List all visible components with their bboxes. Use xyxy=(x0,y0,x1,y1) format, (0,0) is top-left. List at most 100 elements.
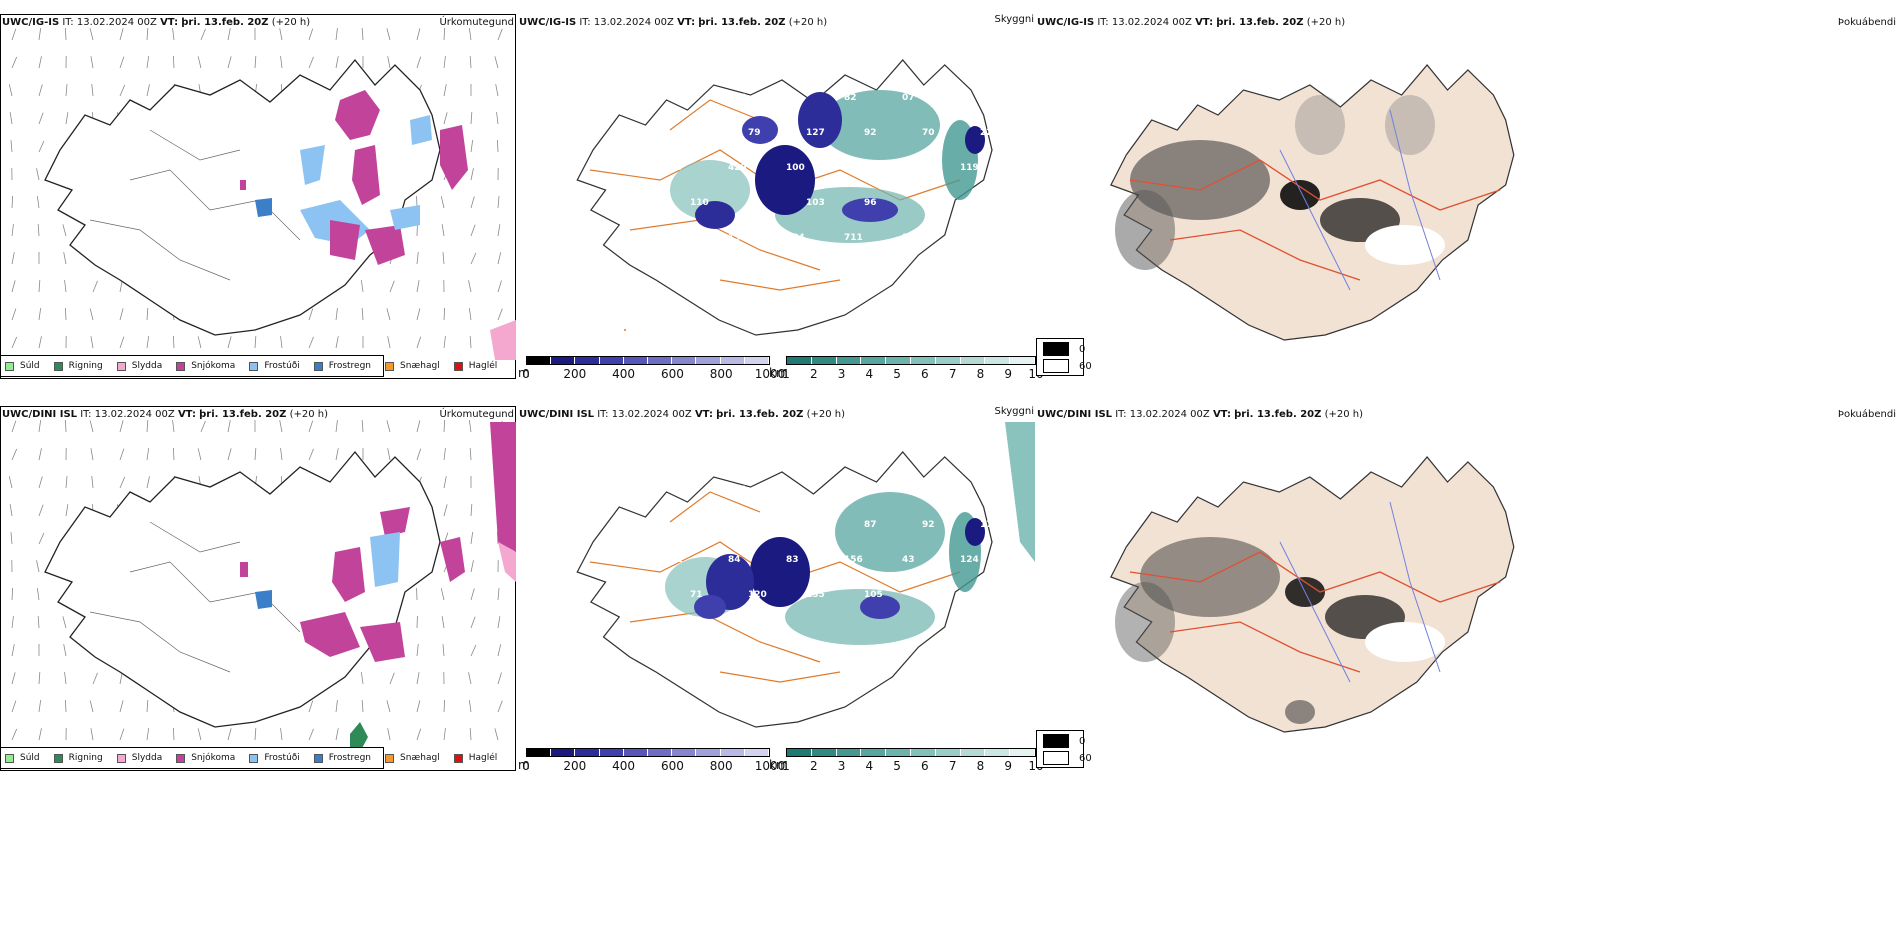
it-label: IT: xyxy=(80,409,92,420)
cloudbase-label: 83 xyxy=(786,555,799,565)
cloudbase-label: 87 xyxy=(864,520,877,530)
wind-barb xyxy=(279,420,283,433)
wind-barb xyxy=(443,307,446,321)
cloudbase-label: 40 xyxy=(980,198,993,208)
colorbar-swatch xyxy=(575,749,600,756)
wind-barb xyxy=(197,448,202,461)
wind-barb xyxy=(11,56,18,69)
wind-barb xyxy=(11,644,15,657)
legend-item: Frostregn xyxy=(313,361,371,371)
visibility-unit: km xyxy=(769,366,788,380)
wind-barb xyxy=(470,252,477,265)
wind-barb xyxy=(469,336,472,349)
legend-item: Frostúði xyxy=(249,753,300,763)
wind-barb xyxy=(90,448,94,461)
legend-item: Rigning xyxy=(53,361,103,371)
colorbar-tick: 1000 xyxy=(754,759,786,773)
wind-barb xyxy=(497,196,500,209)
wind-barb xyxy=(37,616,40,629)
wind-barb xyxy=(64,307,67,321)
fog-map-title: Þokuábendi xyxy=(1837,17,1896,28)
lead-time: (+20 h) xyxy=(289,409,329,420)
cloudbase-label: 91 xyxy=(670,555,683,565)
wind-barb xyxy=(386,28,391,41)
colorbar-tick: 200 xyxy=(563,367,587,381)
cloudbase-colorbar-swatches xyxy=(526,748,770,757)
precip-map-title: Úrkomutegund xyxy=(439,17,514,28)
legend-swatch xyxy=(385,361,395,371)
wind-barb xyxy=(8,84,13,97)
cloudbase-label: 106 xyxy=(922,198,941,208)
wind-barb xyxy=(36,588,40,601)
wind-barb xyxy=(11,672,16,685)
wind-barb xyxy=(416,420,421,433)
wind-barb xyxy=(200,28,206,41)
wind-barb xyxy=(38,56,42,69)
wind-barb xyxy=(146,448,150,461)
it-label: IT: xyxy=(62,17,74,28)
wind-barb xyxy=(38,28,42,41)
cloudbase-label: 11 xyxy=(690,128,703,138)
fog-legend-swatch xyxy=(1043,751,1069,765)
wind-barb xyxy=(9,112,13,125)
wind-barb xyxy=(36,560,40,573)
colorbar-swatch xyxy=(886,357,911,364)
colorbar-tick: 800 xyxy=(709,367,733,381)
cloudbase-label: 83 xyxy=(902,163,915,173)
wind-barb xyxy=(146,728,150,741)
legend-item: Haglél xyxy=(453,753,497,763)
colorbar-tick: 9 xyxy=(1004,367,1013,381)
vt-label: VT: xyxy=(677,17,696,28)
wind-barb xyxy=(470,224,476,237)
wind-barb xyxy=(470,196,475,209)
colorbar-swatch xyxy=(1010,357,1035,364)
legend-item: Frostregn xyxy=(313,753,371,763)
cloudbase-label: 71 xyxy=(690,590,703,600)
visibility-colorbar: 12345678910 xyxy=(774,356,1044,382)
colorbar-tick: 800 xyxy=(709,759,733,773)
wind-barb xyxy=(90,336,94,349)
model-name: UWC/IG-IS xyxy=(2,17,60,28)
colorbar-swatch xyxy=(648,357,673,364)
cloudbase-label: 103 xyxy=(806,198,825,208)
cloudbase-label: 07 xyxy=(902,93,915,103)
wind-barb xyxy=(497,700,503,713)
colorbar-swatch xyxy=(623,357,649,364)
wind-barb xyxy=(308,700,314,713)
wind-barb xyxy=(38,700,42,713)
wind-barb xyxy=(11,448,18,461)
cloudbase-label: 15 xyxy=(902,485,915,495)
wind-barb xyxy=(200,420,206,433)
wind-barb xyxy=(416,336,422,349)
wind-barb xyxy=(360,672,364,685)
colorbar-swatch xyxy=(696,357,721,364)
legend-swatch xyxy=(5,753,14,763)
colorbar-swatch xyxy=(672,749,697,756)
wind-barb xyxy=(146,336,150,349)
cloudbase-label: 43 xyxy=(902,555,915,565)
wind-barb xyxy=(443,728,446,741)
fog-legend-swatch xyxy=(1043,359,1069,373)
wind-barb xyxy=(360,280,364,293)
wind-barb xyxy=(11,252,15,265)
wind-barb xyxy=(497,280,502,293)
wind-barb xyxy=(62,224,67,237)
cloudbase-label: 80 xyxy=(844,485,857,495)
wind-barb xyxy=(119,28,124,41)
precip-map-header: UWC/IG-IS IT: 13.02.2024 00Z VT: þri. 13… xyxy=(2,17,310,28)
legend-swatch xyxy=(385,753,395,763)
wind-barb xyxy=(37,224,40,237)
colorbar-tick: 0 xyxy=(522,367,530,381)
colorbar-swatch xyxy=(910,357,936,364)
wind-barb xyxy=(91,84,94,97)
wind-barb xyxy=(254,728,257,741)
cloudbase-colorbar: 0 200 400 600 800 1000 xyxy=(518,356,785,382)
wind-barb xyxy=(386,308,391,321)
colorbar-swatch xyxy=(886,749,911,756)
wind-barb xyxy=(497,616,501,629)
wind-barb xyxy=(308,308,314,321)
colorbar-swatch xyxy=(787,357,812,364)
colorbar-tick: 2 xyxy=(809,367,818,381)
it-label: IT: xyxy=(1097,17,1109,28)
cloudbase-labels: 189 191 70 80 15 99 875 02 09 87 92 171 91 84 83 156 43 1… xyxy=(670,485,999,600)
